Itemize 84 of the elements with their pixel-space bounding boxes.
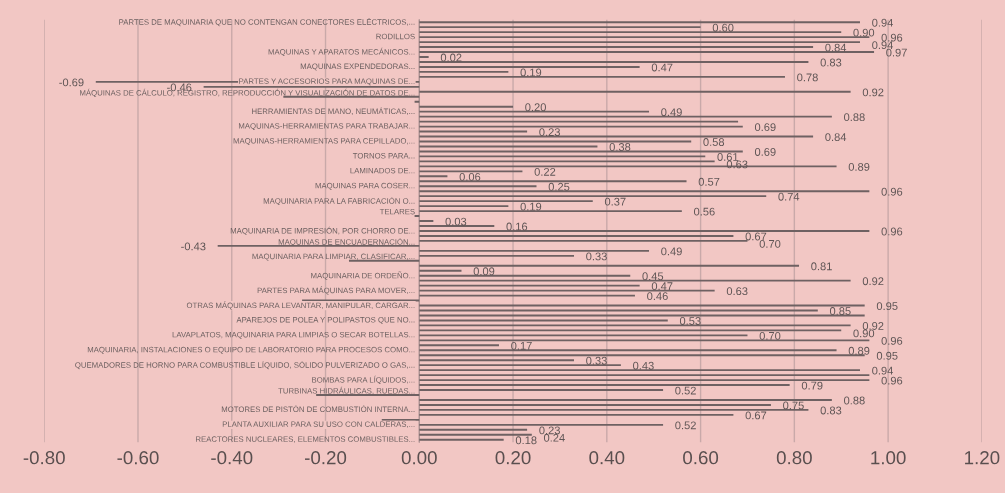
data-label: 0.83 (820, 58, 842, 67)
data-label: 0.96 (881, 227, 903, 236)
data-label: 0.19 (520, 68, 542, 77)
data-label: 0.84 (825, 133, 847, 141)
data-label: 0.47 (651, 282, 673, 291)
data-label: 0.33 (586, 252, 607, 261)
x-tick-label: 0.20 (495, 451, 531, 465)
data-label: 0.84 (825, 43, 847, 52)
data-label: 0.67 (745, 232, 767, 241)
data-label: 0.03 (445, 217, 467, 226)
data-label: 0.57 (698, 177, 720, 186)
data-label: 0.95 (876, 351, 898, 360)
data-label: 0.92 (862, 277, 884, 286)
data-label: 0.79 (801, 381, 823, 390)
data-label: 0.85 (829, 307, 851, 315)
data-label: 0.96 (881, 187, 903, 196)
data-label: 0.53 (679, 317, 701, 325)
data-label: 0.02 (440, 53, 462, 62)
x-tick-label: 0.00 (401, 451, 437, 465)
data-label: 0.94 (872, 18, 894, 27)
data-label: 0.74 (778, 192, 800, 201)
data-label: 0.17 (511, 341, 532, 350)
data-label: 0.24 (543, 433, 565, 442)
data-label: 0.58 (703, 138, 725, 146)
data-label: 0.90 (853, 28, 875, 37)
data-label: 0.52 (675, 386, 696, 395)
data-label: 0.92 (862, 322, 884, 330)
data-label: 0.06 (459, 172, 481, 181)
data-label: 0.90 (853, 329, 875, 338)
data-label: 0.43 (633, 361, 654, 370)
data-label: 0.78 (797, 73, 818, 82)
data-label: 0.70 (759, 240, 781, 248)
data-label: 0.37 (604, 197, 626, 206)
x-tick-label: -0.60 (117, 451, 159, 465)
data-label: 0.52 (675, 421, 696, 430)
data-label: 0.89 (848, 346, 870, 355)
data-label: 0.38 (609, 143, 631, 151)
data-label: 0.81 (811, 262, 832, 271)
data-label: 0.83 (820, 406, 842, 415)
x-tick-label: 1.20 (965, 451, 1000, 465)
data-label: 0.70 (759, 331, 781, 340)
data-label: 0.61 (717, 153, 739, 161)
x-tick-label: 0.60 (683, 451, 719, 465)
data-label: 0.69 (754, 123, 776, 132)
data-label: 0.60 (712, 23, 734, 32)
data-label: 0.89 (848, 162, 870, 171)
data-label: 0.09 (473, 267, 495, 276)
data-label: 0.16 (506, 222, 528, 231)
data-label: 0.67 (745, 411, 767, 420)
data-label: 0.63 (726, 287, 748, 296)
data-label: 0.23 (539, 426, 560, 435)
data-label: 0.94 (872, 41, 894, 50)
x-tick-label: 0.80 (776, 451, 812, 465)
data-label: 0.75 (783, 401, 804, 410)
data-label: 0.47 (651, 63, 673, 72)
data-label: 0.33 (586, 356, 607, 365)
data-label: 0.96 (881, 376, 903, 385)
data-label: 0.95 (876, 302, 898, 310)
data-label: 0.94 (872, 366, 894, 375)
data-label: 0.46 (647, 292, 668, 301)
data-label: 0.49 (661, 108, 682, 117)
data-label: 0.18 (515, 436, 537, 445)
x-tick-label: 0.40 (589, 451, 625, 465)
data-label: 0.22 (534, 167, 556, 176)
data-label: 0.96 (881, 33, 903, 42)
data-label: 0.45 (642, 272, 664, 281)
data-label: 0.96 (881, 336, 903, 345)
data-label: 0.69 (754, 148, 776, 156)
x-tick-label: -0.80 (23, 451, 65, 465)
data-label: -0.43 (181, 242, 206, 251)
x-tick-label: 1.00 (871, 451, 906, 465)
x-tick-label: -0.20 (304, 451, 347, 465)
data-label: 0.20 (525, 103, 546, 112)
data-label: -0.69 (59, 78, 84, 87)
data-label: 0.92 (862, 88, 884, 97)
x-tick-label: -0.40 (211, 451, 253, 465)
data-label: 0.56 (693, 207, 715, 216)
data-label: 0.97 (886, 48, 907, 57)
data-label: 0.88 (844, 113, 865, 122)
data-label: 0.19 (520, 202, 542, 211)
data-label: 0.88 (844, 396, 865, 405)
data-label: 0.23 (539, 128, 560, 137)
data-label: 0.49 (661, 247, 682, 256)
data-label: 0.25 (548, 182, 570, 191)
